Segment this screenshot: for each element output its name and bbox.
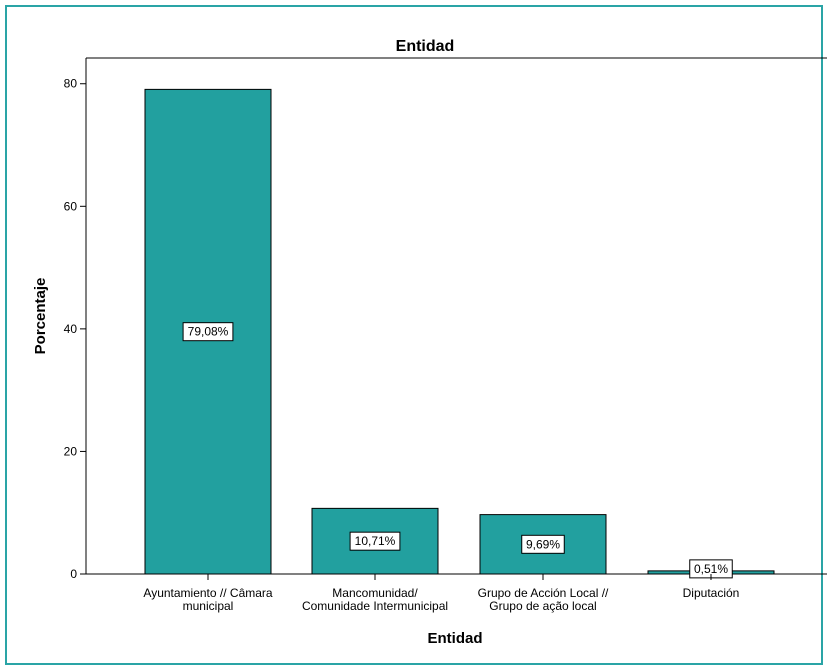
bars-group: 79,08% 10,71% 9,69% 0,51% (144, 88, 775, 579)
data-label: 0,51% (694, 562, 728, 576)
data-label: 9,69% (526, 537, 560, 551)
y-tick-label: 20 (64, 444, 78, 458)
y-axis-title: Porcentaje (32, 278, 49, 355)
x-axis-title: Entidad (428, 630, 483, 647)
data-label-box (521, 534, 565, 554)
y-tick-label: 0 (70, 567, 77, 581)
x-category-label: Mancomunidad/ (332, 586, 418, 600)
x-category-label: Grupo de Acción Local // (478, 586, 609, 600)
chart-title: Entidad (396, 38, 455, 55)
y-tick-label: 80 (64, 77, 78, 91)
x-category-label: Grupo de ação local (489, 599, 596, 613)
y-axis-ticks: 0 20 40 60 80 (64, 77, 86, 581)
data-label-box (182, 322, 234, 342)
data-label: 79,08% (188, 325, 229, 339)
x-category-label: Diputación (683, 586, 740, 600)
y-tick-label: 40 (64, 322, 78, 336)
x-category-label: Ayuntamiento // Câmara (143, 586, 273, 600)
data-label: 10,71% (355, 534, 396, 548)
x-category-label: municipal (183, 599, 234, 613)
data-label-box (349, 531, 401, 551)
y-tick-label: 60 (64, 199, 78, 213)
x-category-label: Comunidade Intermunicipal (302, 599, 448, 613)
